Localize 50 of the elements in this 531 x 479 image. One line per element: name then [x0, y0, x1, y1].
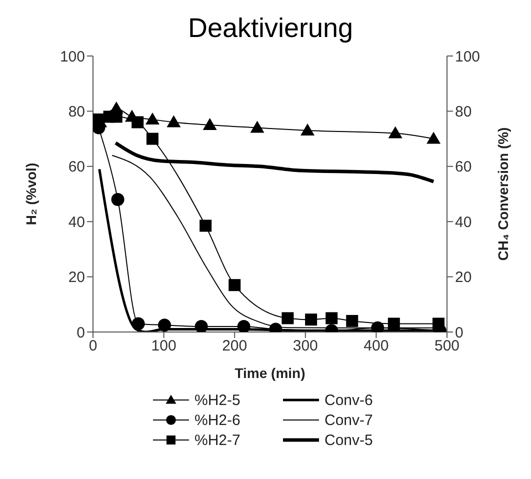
- legend-label: Conv-5: [324, 432, 373, 448]
- x-tick-label: 200: [222, 338, 248, 355]
- point: [200, 220, 212, 232]
- point: [346, 314, 358, 327]
- x-tick-label: 400: [364, 338, 389, 355]
- y-tick-label: 20: [68, 269, 85, 286]
- x-tick-label: 100: [151, 338, 176, 355]
- y2-tick-label: 100: [455, 48, 480, 66]
- y-tick-label: 40: [68, 214, 85, 231]
- legend-label: Conv-6: [324, 392, 373, 408]
- point: [237, 320, 250, 332]
- legend-label: %H2-6: [194, 412, 240, 428]
- point: [202, 118, 217, 130]
- chart-title: Deaktivierung: [186, 12, 354, 45]
- point: [166, 115, 181, 128]
- y2-axis-title: CH₄ Conversion (%): [494, 127, 511, 261]
- point: [432, 318, 445, 330]
- y2-tick-label: 40: [455, 214, 472, 231]
- y-tick-label: 100: [60, 48, 85, 66]
- y-tick-label: 0: [76, 324, 85, 342]
- y2-tick-label: 20: [455, 269, 472, 286]
- y2-tick-label: 80: [455, 104, 472, 121]
- point: [388, 318, 400, 330]
- y-axis-title: H₂ (%vol): [22, 162, 39, 226]
- point: [110, 110, 122, 123]
- point: [228, 279, 241, 292]
- point: [300, 124, 315, 136]
- point: [132, 116, 144, 128]
- line-series: [114, 141, 436, 184]
- point: [250, 120, 264, 133]
- y-tick-label: 80: [68, 104, 85, 121]
- y2-tick-label: 60: [455, 158, 472, 176]
- point: [426, 132, 441, 144]
- point: [146, 132, 158, 145]
- legend-label: Conv-7: [324, 412, 373, 428]
- x-tick-label: 300: [292, 338, 318, 355]
- point: [145, 112, 160, 124]
- point: [132, 317, 145, 330]
- point: [388, 126, 402, 138]
- y-tick-label: 60: [68, 158, 85, 176]
- point: [111, 193, 124, 206]
- x-tick-label: 0: [88, 338, 98, 355]
- point: [158, 318, 172, 332]
- point: [326, 312, 338, 324]
- legend-label: %H2-7: [194, 432, 240, 448]
- point: [282, 312, 294, 324]
- x-axis-title: Time (min): [234, 365, 306, 381]
- point: [305, 314, 318, 326]
- point: [194, 320, 208, 332]
- legend-label: %H2-5: [194, 392, 240, 408]
